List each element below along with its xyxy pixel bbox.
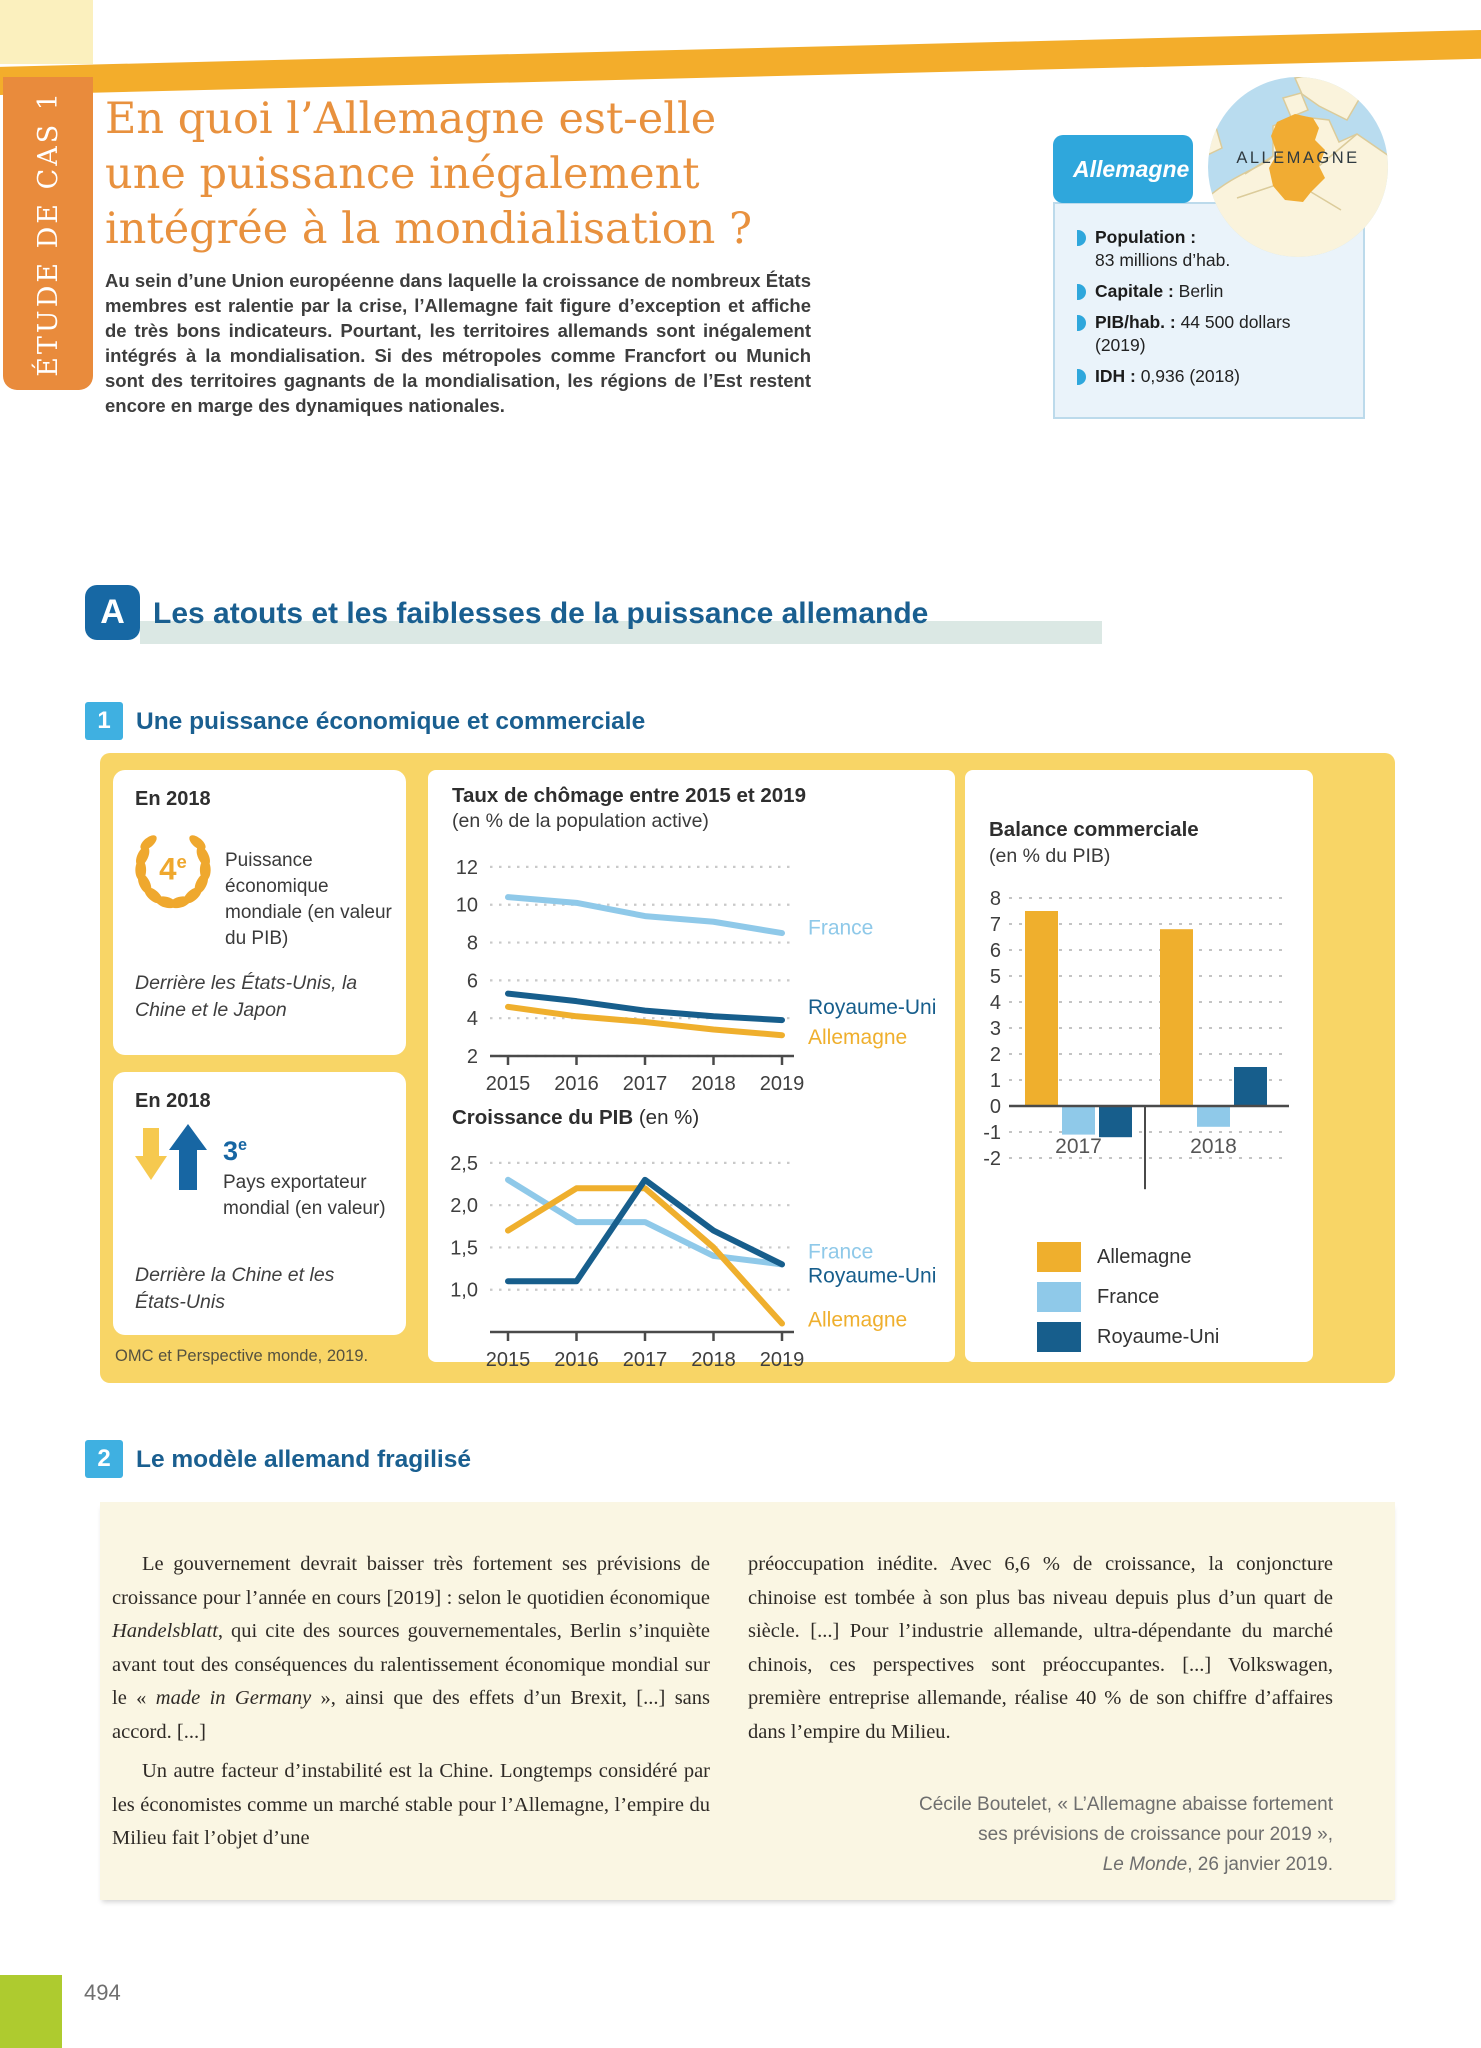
chart-unemployment-subtitle: (en % de la population active) (452, 810, 709, 832)
paragraph: Le gouvernement devrait baisser très for… (112, 1553, 710, 1743)
svg-text:2017: 2017 (623, 1349, 668, 1371)
svg-text:7: 7 (990, 914, 1001, 936)
svg-text:2,5: 2,5 (450, 1153, 478, 1175)
svg-text:2016: 2016 (554, 1073, 599, 1095)
country-fact-gdp: PIB/hab. : 44 500 dollars (2019) (1077, 311, 1349, 357)
svg-text:2019: 2019 (760, 1073, 805, 1095)
svg-text:1: 1 (990, 1070, 1001, 1092)
svg-text:6: 6 (990, 940, 1001, 962)
svg-text:2018: 2018 (691, 1349, 736, 1371)
doc2-number-badge: 2 (85, 1440, 123, 1478)
line-charts-panel: Taux de chômage entre 2015 et 2019 (en %… (428, 770, 955, 1371)
chart-legend: Allemagne France Royaume-Uni (1037, 1242, 1219, 1352)
svg-text:-1: -1 (983, 1122, 1001, 1144)
svg-text:Allemagne: Allemagne (808, 1026, 907, 1049)
bar-chart-panel: Balance commerciale (en % du PIB) -2 -1 1 2… (965, 770, 1313, 1362)
svg-text:8: 8 (990, 888, 1001, 910)
bullet-icon (1077, 284, 1086, 300)
doc2-column-2: préoccupation inédite. Avec 6,6 % de cro… (748, 1548, 1333, 1749)
page-title: En quoi l’Allemagne est-elle une puissan… (105, 94, 752, 254)
legend-swatch-royaume-uni (1037, 1322, 1081, 1352)
doc2-text-excerpt: Le gouvernement devrait baisser très for… (100, 1502, 1395, 1900)
svg-text:2: 2 (990, 1044, 1001, 1066)
svg-text:2015: 2015 (486, 1349, 531, 1371)
svg-text:4: 4 (467, 1008, 478, 1030)
legend-swatch-allemagne (1037, 1242, 1081, 1272)
svg-text:12: 12 (456, 857, 478, 879)
trade-balance-bar-chart: -2 -1 1 2 3 4 5 6 7 8 0 2017 2018 (983, 888, 1289, 1190)
bullet-icon (1077, 230, 1086, 246)
bullet-icon (1077, 369, 1086, 385)
bullet-icon (1077, 315, 1086, 331)
svg-text:10: 10 (456, 895, 478, 917)
doc1-number-badge: 1 (85, 702, 123, 740)
svg-text:2,0: 2,0 (450, 1195, 478, 1217)
corner-pale-square (0, 0, 93, 64)
gdp-growth-line-chart: 1,0 1,5 2,0 2,5 2015 2016 2017 2018 2019 France Al… (450, 1153, 936, 1371)
svg-text:Royaume-Uni: Royaume-Uni (808, 1264, 936, 1287)
svg-text:1,5: 1,5 (450, 1237, 478, 1259)
unemployment-line-chart: 2 4 6 8 10 12 2015 2016 2017 2018 2019 France Allema… (456, 857, 937, 1095)
page-number: 494 (84, 1980, 121, 2005)
chart-unemployment-title: Taux de chômage entre 2015 et 2019 (452, 784, 806, 807)
svg-text:2018: 2018 (1190, 1135, 1237, 1158)
fact-card-economy: En 2018 4e Puissance é (113, 770, 406, 1055)
section-a-highlight-band (140, 621, 1102, 644)
svg-text:ALLEMAGNE: ALLEMAGNE (1236, 149, 1359, 167)
svg-text:Allemagne: Allemagne (808, 1308, 907, 1331)
svg-text:8: 8 (467, 933, 478, 955)
footer-green-square (0, 1975, 62, 2048)
svg-text:2: 2 (467, 1046, 478, 1068)
legend-item: Allemagne (1037, 1242, 1219, 1272)
svg-text:2017: 2017 (1055, 1135, 1102, 1158)
svg-text:3: 3 (990, 1018, 1001, 1040)
svg-text:2019: 2019 (760, 1349, 805, 1371)
case-study-label: ÉTUDE DE CAS 1 (32, 90, 64, 377)
svg-text:2017: 2017 (623, 1073, 668, 1095)
country-fact-hdi: IDH : 0,936 (2018) (1077, 365, 1349, 388)
svg-text:5: 5 (990, 966, 1001, 988)
svg-text:4e: 4e (159, 851, 187, 887)
section-a-badge: A (85, 585, 140, 640)
laurel-wreath-icon: 4e (135, 835, 211, 909)
doc1-infographic: En 2018 4e Puissance é (100, 753, 1395, 1383)
svg-text:-2: -2 (983, 1148, 1001, 1170)
svg-text:6: 6 (467, 970, 478, 992)
rank-number: 3e (223, 1136, 248, 1166)
doc1-title: Une puissance économique et commerciale (136, 708, 646, 735)
germany-map-icon: ALLEMAGNE (1208, 77, 1388, 257)
svg-text:1,0: 1,0 (450, 1280, 478, 1302)
country-card-tab: Allemagne (1053, 135, 1193, 203)
legend-item: Royaume-Uni (1037, 1322, 1219, 1352)
paragraph: préoccupation inédite. Avec 6,6 % de cro… (748, 1553, 1333, 1743)
doc2-citation: Cécile Boutelet, « L’Allemagne abaisse f… (918, 1794, 1333, 1875)
fact-card-exports: En 2018 3e Pays exportateur mondial (en … (113, 1072, 406, 1335)
svg-text:4: 4 (990, 992, 1001, 1014)
case-study-side-tab: ÉTUDE DE CAS 1 (3, 77, 93, 390)
intro-paragraph: Au sein d’une Union européenne dans laqu… (105, 270, 811, 416)
doc2-title: Le modèle allemand fragilisé (136, 1446, 471, 1473)
legend-swatch-france (1037, 1282, 1081, 1312)
paragraph: Un autre facteur d’instabilité est la Ch… (112, 1760, 710, 1849)
legend-item: France (1037, 1282, 1219, 1312)
chart-gdp-title: Croissance du PIB (en %) (452, 1106, 700, 1129)
up-down-arrows-icon (135, 1124, 207, 1190)
svg-text:France: France (808, 1241, 873, 1264)
svg-text:0: 0 (990, 1096, 1001, 1118)
section-a-title: Les atouts et les faiblesses de la puiss… (153, 597, 929, 630)
chart-balance-subtitle: (en % du PIB) (989, 845, 1111, 867)
doc2-column-1: Le gouvernement devrait baisser très for… (112, 1548, 710, 1856)
country-fact-population: Population : 83 millions d’hab. (1077, 226, 1349, 272)
svg-text:2016: 2016 (554, 1349, 599, 1371)
doc1-source: OMC et Perspective monde, 2019. (115, 1347, 369, 1365)
svg-text:Royaume-Uni: Royaume-Uni (808, 996, 936, 1019)
chart-balance-title: Balance commerciale (989, 818, 1199, 841)
country-fact-capital: Capitale : Berlin (1077, 280, 1349, 303)
svg-text:France: France (808, 916, 873, 939)
svg-text:2018: 2018 (691, 1073, 736, 1095)
svg-text:2015: 2015 (486, 1073, 531, 1095)
